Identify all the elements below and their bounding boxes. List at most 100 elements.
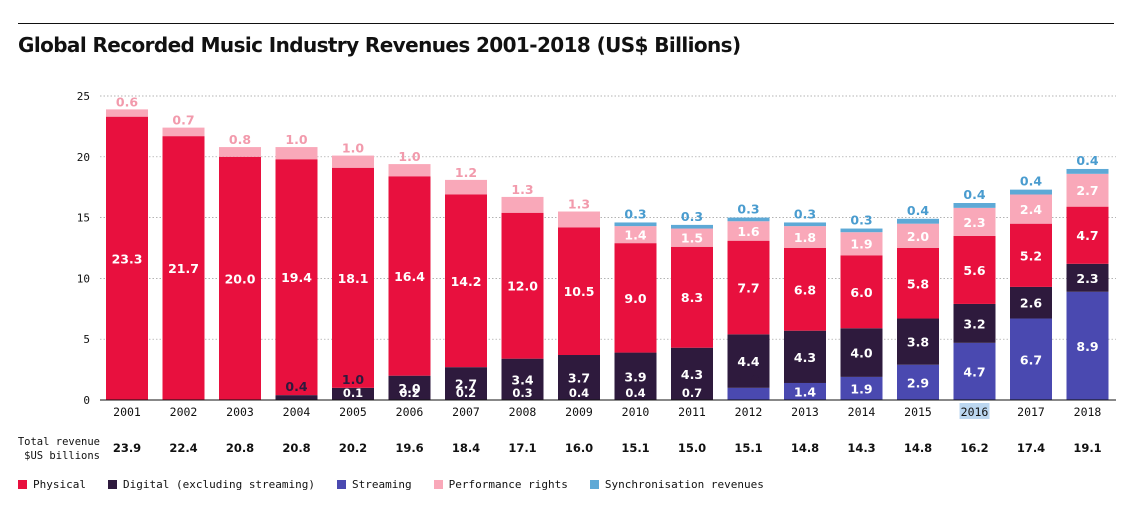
bar-value-label: 1.8 (794, 230, 816, 245)
x-tick-label: 2013 (791, 405, 819, 419)
bar-value-label: 4.4 (737, 354, 759, 369)
bar-value-label: 2.4 (1020, 202, 1042, 217)
x-tick-label: 2005 (339, 405, 367, 419)
bar-value-label: 1.0 (398, 149, 420, 164)
bar-segment (1010, 189, 1052, 195)
y-tick-label: 15 (77, 212, 90, 225)
legend-item-physical: Physical (18, 478, 86, 491)
bar-value-label: 0.3 (850, 213, 872, 228)
bar-value-label: 4.7 (963, 364, 985, 379)
bar-value-label: 2.3 (963, 215, 985, 230)
bar-segment (1066, 263, 1109, 292)
legend-label: Physical (33, 478, 86, 491)
legend-swatch (589, 480, 599, 489)
chart-title: Global Recorded Music Industry Revenues … (18, 33, 741, 57)
total-value: 23.9 (113, 441, 141, 455)
bar-segment (727, 240, 770, 335)
x-tick-label: 2001 (113, 405, 141, 419)
bar-segment (897, 218, 939, 224)
bar-value-label: 1.5 (681, 231, 703, 246)
legend-item-digital: Digital (excluding streaming) (107, 478, 316, 491)
bar-segment (671, 228, 713, 247)
total-value: 19.6 (395, 441, 423, 455)
bar-value-label: 4.3 (794, 350, 816, 365)
bar-value-label: 1.9 (850, 381, 872, 396)
bar-value-label: 0.3 (681, 209, 703, 224)
bar-segment (614, 222, 657, 227)
totals-row-label: Total revenue (18, 436, 100, 448)
bar-value-label: 0.2 (456, 386, 476, 400)
bar-segment (840, 232, 883, 256)
bar-value-label: 0.3 (512, 386, 532, 400)
bar-segment (1010, 194, 1052, 224)
bar-value-label: 4.7 (1076, 228, 1098, 243)
bar-segment (219, 147, 261, 157)
bar-segment (1066, 291, 1109, 400)
bar-segment (784, 330, 826, 383)
bar-value-label: 19.4 (281, 270, 312, 285)
bar-value-label: 1.2 (455, 165, 477, 180)
bar-segment (840, 328, 883, 377)
total-value: 16.0 (565, 441, 593, 455)
bar-value-label: 0.6 (116, 94, 138, 109)
legend-label: Streaming (352, 478, 412, 491)
bar-value-label: 2.6 (1020, 296, 1042, 311)
bar-value-label: 20.0 (225, 271, 256, 286)
bar-value-label: 5.6 (963, 263, 985, 278)
bar-value-label: 0.8 (229, 132, 251, 147)
bar-value-label: 3.7 (568, 371, 590, 386)
bar-segment (784, 226, 826, 248)
bar-value-label: 2.0 (907, 229, 929, 244)
bar-value-label: 0.2 (399, 386, 419, 400)
legend-swatch (18, 480, 27, 489)
bar-segment (501, 358, 544, 400)
top-rule (18, 23, 1114, 24)
total-value: 22.4 (169, 441, 197, 455)
bar-segment (953, 203, 996, 208)
bar-segment (671, 347, 713, 400)
bar-value-label: 1.0 (342, 141, 364, 156)
bar-value-label: 0.3 (794, 206, 816, 221)
bar-value-label: 8.3 (681, 290, 703, 305)
bar-segment (953, 342, 996, 400)
bar-value-label: 1.4 (794, 384, 816, 399)
bar-value-label: 2.9 (907, 375, 929, 390)
total-value: 17.1 (508, 441, 536, 455)
bar-value-label: 3.9 (624, 369, 646, 384)
x-tick-label: 2002 (170, 405, 198, 419)
total-value: 20.2 (339, 441, 367, 455)
x-tick-label: 2018 (1074, 405, 1102, 419)
bar-segment (106, 116, 148, 400)
total-value: 17.4 (1017, 441, 1045, 455)
bar-value-label: 14.2 (451, 274, 482, 289)
bar-value-label: 12.0 (507, 279, 538, 294)
bar-value-label: 0.4 (569, 386, 589, 400)
x-tick-highlight (959, 403, 990, 419)
bar-value-label: 3.4 (511, 372, 533, 387)
bar-segment (219, 156, 261, 400)
bar-value-label: 10.5 (564, 284, 595, 299)
bar-segment (1010, 223, 1052, 287)
y-tick-label: 0 (83, 394, 90, 407)
bar-value-label: 7.7 (737, 281, 759, 296)
bar-value-label: 0.4 (963, 187, 985, 202)
bar-value-label: 1.3 (568, 197, 590, 212)
bar-segment (445, 179, 487, 195)
bar-value-label: 23.3 (112, 251, 143, 266)
bar-value-label: 0.1 (343, 386, 363, 400)
x-tick-label: 2010 (622, 405, 650, 419)
bar-value-label: 0.4 (285, 379, 307, 394)
bar-segment (897, 364, 939, 400)
bar-segment (275, 147, 318, 160)
legend-label: Digital (excluding streaming) (122, 478, 316, 491)
legend-item-synchronisation: Synchronisation revenues (589, 478, 764, 491)
totals-row-label: $US billions (24, 450, 100, 462)
bar-value-label: 9.0 (624, 291, 646, 306)
bar-segment (671, 246, 713, 348)
bar-segment (1010, 286, 1052, 319)
bar-value-label: 2.3 (1076, 271, 1098, 286)
bar-value-label: 0.4 (1076, 153, 1098, 168)
bar-value-label: 2.0 (398, 381, 420, 396)
legend-swatch (107, 480, 117, 489)
bar-segment (784, 248, 826, 331)
